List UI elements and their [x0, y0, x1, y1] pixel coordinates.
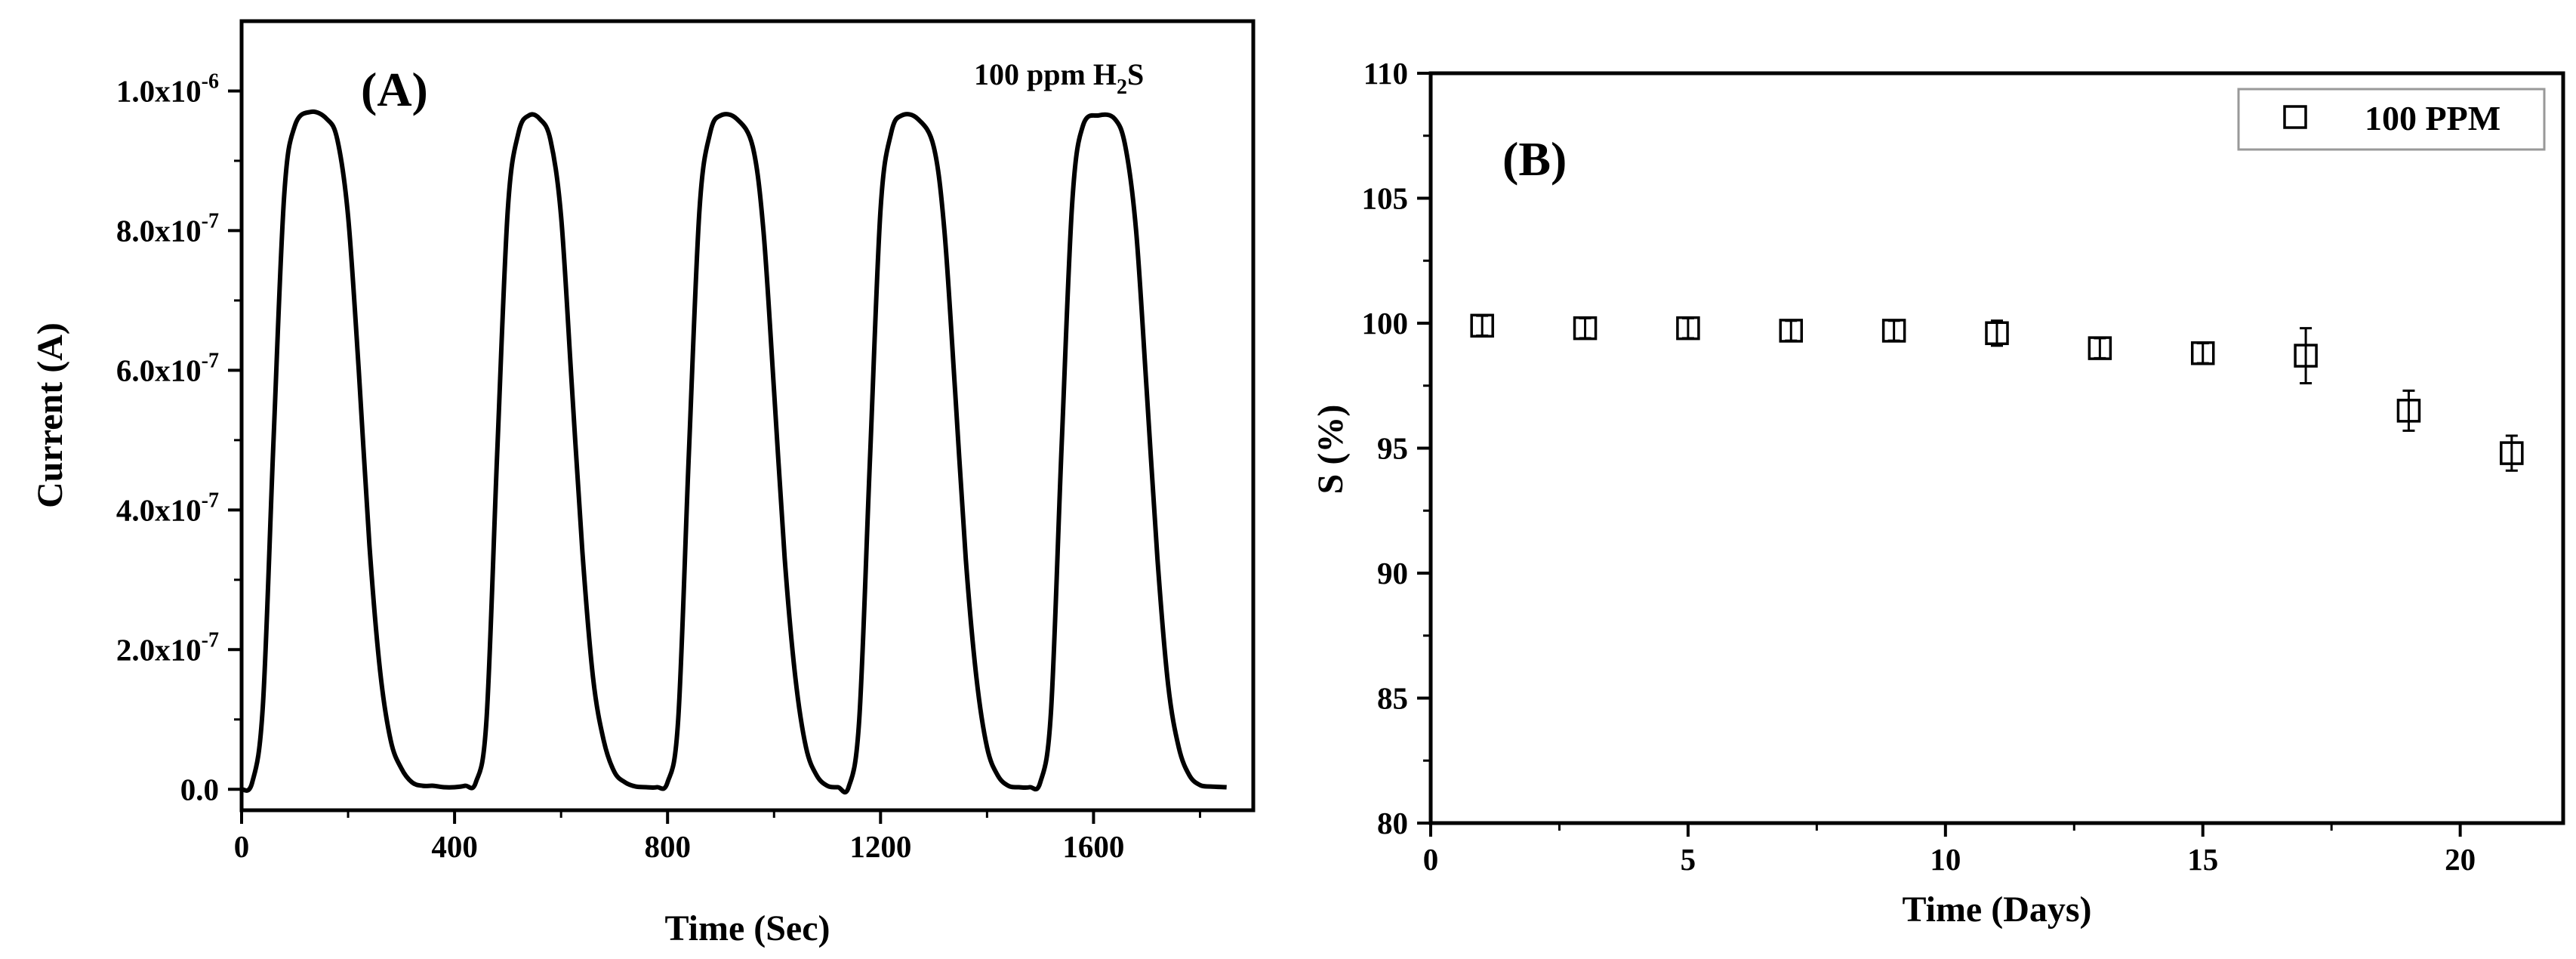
x-axis-title-b: Time (Days): [1902, 890, 2091, 930]
data-point: [1881, 319, 1906, 343]
square-marker: [1573, 316, 1598, 341]
y-tick-label: 100: [1362, 306, 1409, 341]
square-marker: [1779, 319, 1804, 343]
data-point: [1779, 319, 1804, 343]
legend-b: 100 PPM: [2237, 88, 2546, 151]
plot-frame-b: [1428, 71, 2565, 825]
square-marker: [2500, 441, 2524, 465]
y-tick-label: 4.0x10-7: [116, 489, 219, 527]
legend-label: 100 PPM: [2365, 99, 2501, 137]
data-point: [2190, 341, 2215, 365]
data-point: [2500, 434, 2524, 472]
data-point: [1573, 316, 1598, 341]
data-point: [2088, 336, 2112, 360]
square-marker: [1470, 313, 1494, 338]
x-axis-ticks-b: 0 5 10 15 20: [1423, 823, 2476, 877]
y-tick-label: 90: [1377, 556, 1408, 591]
y-tick-label: 2.0x10-7: [116, 628, 219, 667]
series-lines-a: [240, 109, 1227, 795]
y-tick-label: 1.0x10-6: [116, 69, 219, 108]
x-tick-label: 5: [1681, 842, 1696, 877]
data-point: [1676, 316, 1700, 341]
current-series-line: [240, 109, 1227, 795]
y-tick-label: 85: [1377, 681, 1408, 716]
legend-marker-square: [2283, 105, 2307, 129]
square-marker: [2190, 341, 2215, 365]
x-axis-ticks-a: 0 400 800 1200 1600: [234, 810, 1201, 864]
data-point: [1985, 319, 2009, 347]
x-tick-label: 20: [2445, 842, 2476, 877]
x-tick-label: 0: [1423, 842, 1439, 877]
series-points-b: [1470, 313, 2524, 472]
chart-panel-a: 0 400 800 1200 1600 0.0 2.0x10-7 4.0x10-7 6.0x1…: [30, 19, 1256, 948]
annotation-gas: 100 ppm H2S: [974, 57, 1144, 99]
chart-panel-b: 0 5 10 15 20 80 85 90 95 100 105 110 (B) 100 PPM T…: [1311, 56, 2565, 930]
y-axis-title-b: S (%): [1311, 405, 1351, 495]
y-tick-label: 0.0: [180, 772, 219, 806]
x-axis-title-a: Time (Sec): [664, 908, 830, 948]
square-marker: [1676, 316, 1700, 341]
x-tick-label: 400: [431, 829, 478, 864]
y-axis-ticks-b: 80 85 90 95 100 105 110: [1362, 56, 1431, 840]
x-tick-label: 0: [234, 829, 250, 864]
y-tick-label: 80: [1377, 806, 1408, 840]
square-marker: [2088, 336, 2112, 360]
x-tick-label: 1200: [849, 829, 911, 864]
square-marker: [1985, 321, 2009, 345]
y-tick-label: 6.0x10-7: [116, 349, 219, 387]
panel-label-a: (A): [361, 63, 428, 116]
data-point: [2396, 389, 2421, 432]
square-marker: [2396, 399, 2421, 423]
square-marker: [2294, 344, 2318, 368]
x-tick-label: 10: [1930, 842, 1961, 877]
x-tick-label: 1600: [1062, 829, 1124, 864]
data-point: [2294, 327, 2318, 384]
square-marker: [1881, 319, 1906, 343]
x-tick-label: 15: [2187, 842, 2218, 877]
y-tick-label: 105: [1362, 181, 1409, 216]
y-axis-title-a: Current (A): [30, 322, 70, 508]
plot-frame-a: [239, 19, 1256, 813]
y-axis-ticks-a: 0.0 2.0x10-7 4.0x10-7 6.0x10-7 8.0x10-7 1.0x1…: [116, 69, 242, 806]
y-tick-label: 8.0x10-7: [116, 209, 219, 248]
y-tick-label: 110: [1363, 56, 1408, 91]
panel-label-b: (B): [1502, 132, 1567, 186]
y-tick-label: 95: [1377, 431, 1408, 466]
data-point: [1470, 313, 1494, 338]
x-tick-label: 800: [644, 829, 691, 864]
